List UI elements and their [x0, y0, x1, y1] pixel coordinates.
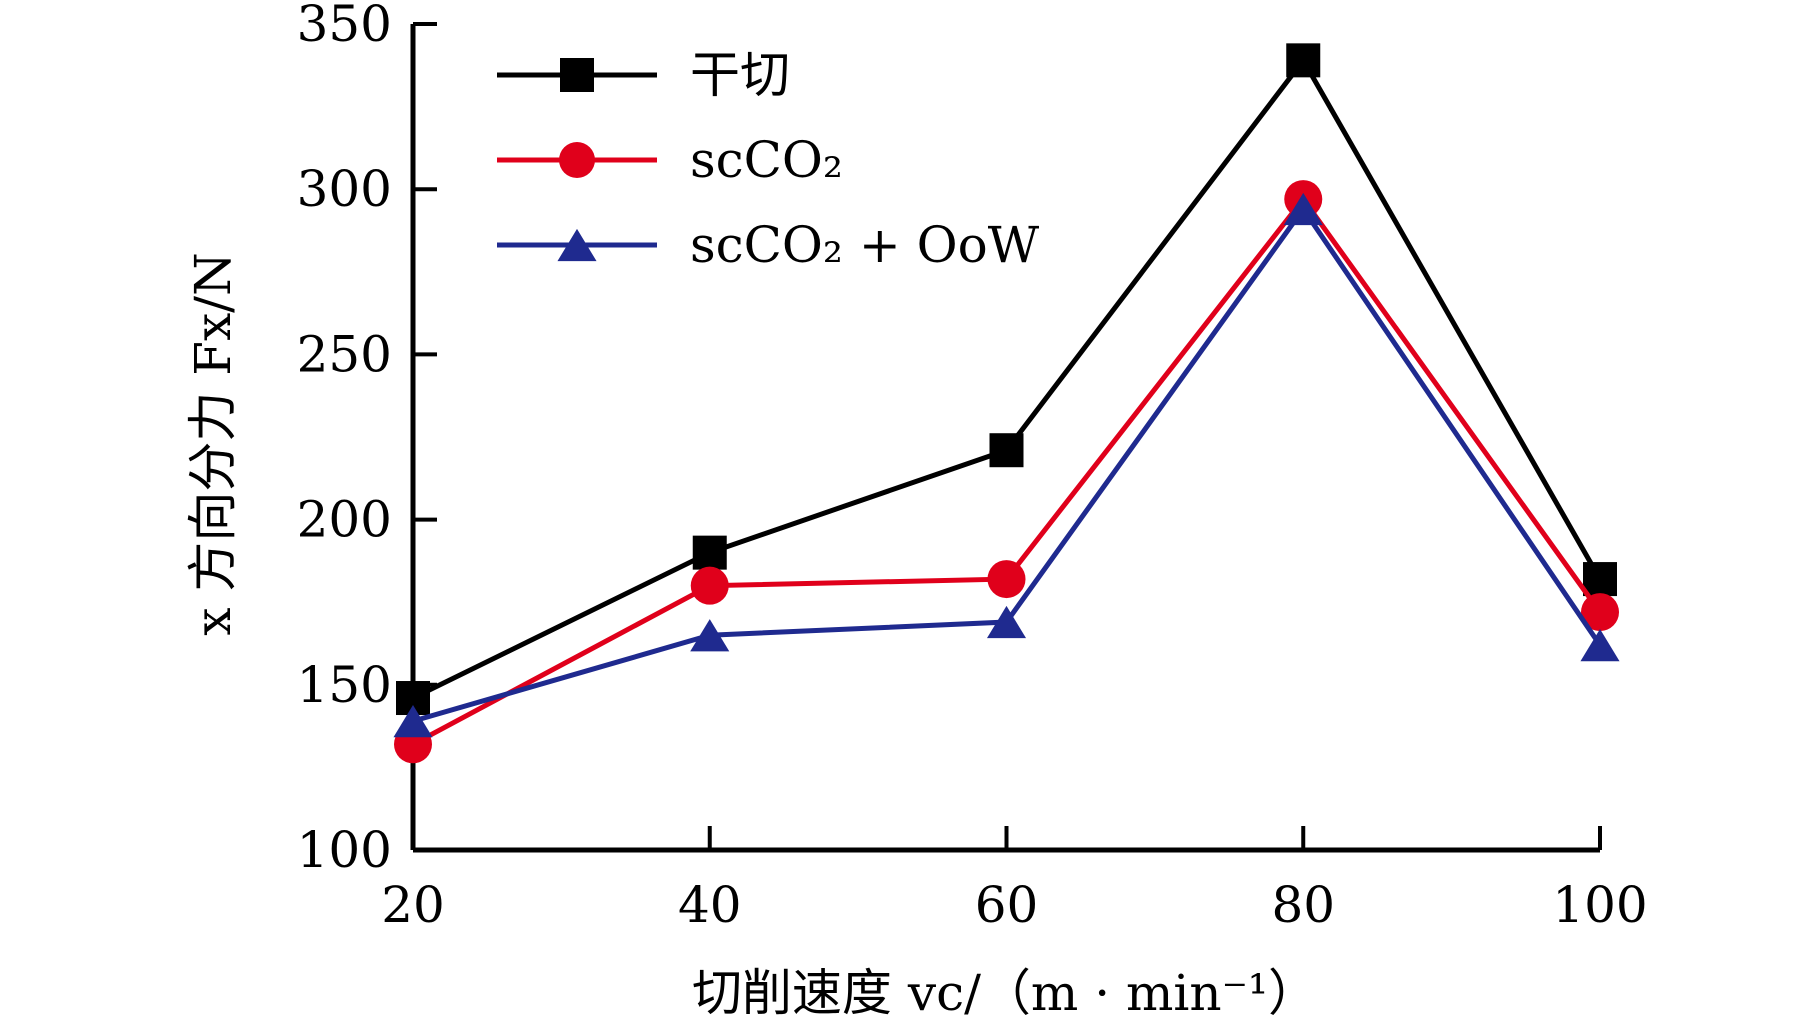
triangle-marker	[1283, 192, 1323, 226]
ticks-layer: 20 40 60 80 100 100 150 200 250 300 350	[297, 0, 1648, 934]
y-tick-label: 300	[297, 160, 392, 218]
y-tick-label: 250	[297, 325, 392, 383]
circle-marker	[690, 566, 729, 605]
y-tick-label: 350	[297, 0, 392, 53]
triangle-marker	[986, 605, 1027, 639]
legend-square-marker	[560, 58, 594, 92]
legend: 干切 scCO₂ scCO₂ + OoW	[497, 46, 1040, 274]
series-line-2	[411, 194, 1603, 747]
square-marker	[1583, 562, 1617, 597]
series-1	[396, 43, 1617, 716]
circle-marker	[987, 560, 1026, 599]
x-axis-title: 切削速度 vc/（m · min⁻¹）	[692, 964, 1318, 1022]
y-tick-label: 100	[297, 821, 392, 879]
x-tick-label: 100	[1552, 876, 1647, 934]
x-tick-label: 20	[381, 876, 445, 934]
legend-label: 干切	[690, 46, 790, 104]
triangle-marker	[1580, 629, 1620, 662]
legend-item-2: scCO₂	[497, 131, 843, 189]
legend-label: scCO₂ + OoW	[690, 216, 1040, 274]
series-3	[393, 192, 1620, 738]
x-tick-label: 80	[1271, 876, 1335, 934]
legend-item-1: 干切	[497, 46, 790, 104]
y-tick-label: 150	[297, 656, 392, 714]
legend-triangle-marker	[557, 228, 597, 262]
square-marker	[1286, 43, 1321, 78]
legend-label: scCO₂	[690, 131, 843, 189]
y-axis-title: x 方向分力 Fx/N	[184, 252, 242, 635]
x-tick-label: 60	[975, 876, 1039, 934]
legend-item-3: scCO₂ + OoW	[497, 216, 1040, 274]
triangle-marker	[393, 704, 433, 738]
legend-circle-marker	[559, 142, 595, 178]
series-layer	[393, 43, 1620, 764]
circle-marker	[1581, 593, 1619, 632]
x-tick-label: 40	[678, 876, 742, 934]
y-tick-label: 200	[297, 491, 392, 549]
triangle-marker	[690, 619, 730, 652]
square-marker	[692, 535, 727, 570]
square-marker	[989, 433, 1024, 468]
